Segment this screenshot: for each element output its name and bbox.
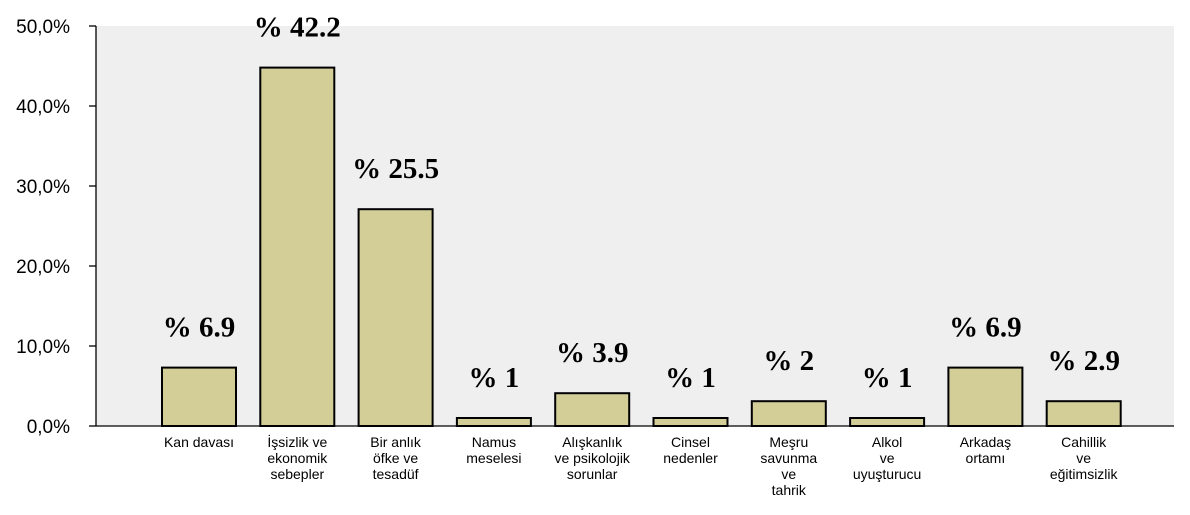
y-axis: 0,0% 10,0% 20,0% 30,0% 40,0% 50,0%: [16, 17, 96, 438]
x-tick-label: Meşru: [769, 434, 808, 450]
bar: [652, 417, 729, 427]
x-tick-label: Kan davası: [164, 434, 234, 450]
data-labels-group: % 6.9 % 42.2 % 25.5 % 1 % 3.9 % 1 % 2 % 1 % 6.9%…: [163, 12, 1120, 394]
data-label: % 1: [469, 362, 520, 394]
bar: [357, 208, 434, 427]
x-tick-label: Namus: [472, 434, 516, 450]
x-tick-label: öfke ve: [373, 450, 418, 466]
x-tick-label: sebepler: [270, 466, 324, 482]
bar: [161, 366, 237, 428]
x-tick-label: İşsizlik ve: [267, 433, 327, 450]
plot-area: [96, 26, 1174, 426]
x-tick-label: meselesi: [466, 450, 521, 466]
x-tick-label: ekonomik: [267, 450, 328, 466]
data-label: % 2: [763, 345, 814, 377]
y-tick-label: 50,0%: [16, 17, 70, 38]
x-tick-label: sorunlar: [567, 466, 618, 482]
data-label: % 6.9: [163, 312, 236, 344]
data-label: % 3.9: [556, 337, 629, 369]
data-label: % 25.5: [352, 153, 439, 185]
y-tick-label: 10,0%: [16, 337, 70, 358]
y-tick-label: 20,0%: [16, 257, 70, 278]
x-tick-label: ortamı: [966, 450, 1006, 466]
x-tick-label: uyuşturucu: [853, 466, 921, 482]
x-tick-label: ve: [880, 450, 895, 466]
y-tick-label: 40,0%: [16, 97, 70, 118]
x-tick-label: tahrik: [772, 482, 807, 498]
bar: [947, 366, 1024, 428]
bar: [849, 417, 926, 427]
x-tick-label: Bir anlık: [370, 434, 422, 450]
x-tick-label: nedenler: [663, 450, 718, 466]
data-label: % 2.9: [1047, 345, 1120, 377]
x-tick-label: savunma: [760, 450, 817, 466]
data-label: % 6.9: [949, 312, 1022, 344]
bar: [455, 417, 532, 427]
y-tick-label: 0,0%: [27, 417, 70, 438]
x-tick-label: Arkadaş: [960, 434, 1011, 450]
x-tick-label: ve: [1076, 450, 1091, 466]
x-tick-label: ve: [781, 466, 796, 482]
x-tick-label: Alkol: [872, 434, 902, 450]
x-tick-label: ve psikolojik: [554, 450, 630, 466]
x-tick-label: Cinsel: [671, 434, 710, 450]
data-label: % 42.2: [254, 12, 341, 44]
data-label: % 1: [665, 362, 716, 394]
x-tick-label: Cahillik: [1061, 434, 1107, 450]
x-tick-label: tesadüf: [373, 466, 419, 482]
bar: [1045, 400, 1122, 428]
bar: [259, 66, 336, 427]
y-tick-label: 30,0%: [16, 177, 70, 198]
bars-group: [161, 66, 1122, 428]
bar: [750, 400, 827, 428]
x-tick-label: Alışkanlık: [562, 434, 623, 450]
x-tick-label: eğitimsizlik: [1050, 466, 1119, 482]
data-label: % 1: [862, 362, 913, 394]
bar: [554, 392, 631, 428]
